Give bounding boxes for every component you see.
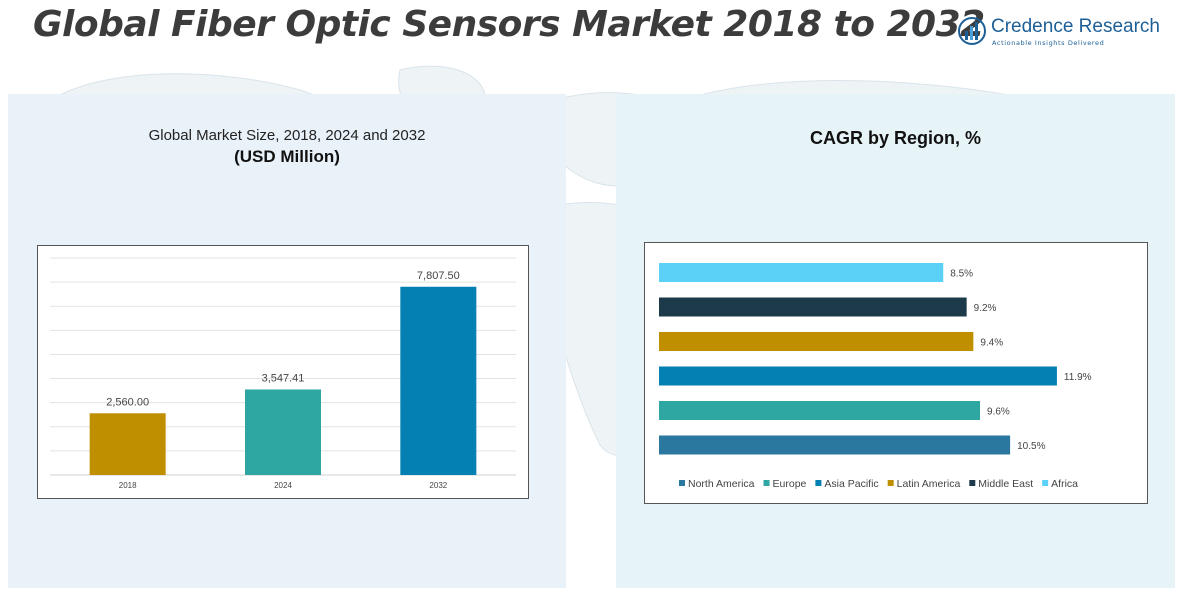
- hbar-value-label: 10.5%: [1017, 441, 1045, 452]
- x-tick-label: 2032: [429, 481, 447, 490]
- legend-item: Middle East: [978, 478, 1033, 490]
- bar-value-label: 7,807.50: [417, 270, 460, 282]
- logo-bars-icon: [958, 17, 986, 45]
- legend-swatch: [887, 480, 894, 486]
- logo-name: Credence Research: [991, 16, 1160, 37]
- legend-item: Africa: [1051, 478, 1078, 490]
- hbar-asia-pacific: [659, 366, 1057, 386]
- company-logo[interactable]: Credence Research Actionable Insights De…: [958, 14, 1160, 50]
- cagr-title: CAGR by Region, %: [809, 128, 981, 148]
- market-size-chart-frame: 2,560.00 2018 3,547.41 2024 7,807.50 2032: [37, 245, 529, 499]
- hbar-value-label: 9.6%: [987, 407, 1010, 418]
- hbar-value-label: 9.4%: [980, 338, 1003, 349]
- legend-item: North America: [688, 478, 755, 490]
- legend-swatch: [763, 480, 770, 486]
- page-title: Global Fiber Optic Sensors Market 2018 t…: [33, 4, 985, 45]
- hbar-latin-america: [659, 332, 974, 351]
- x-tick-label: 2024: [274, 481, 292, 490]
- hbar-africa: [659, 263, 944, 282]
- bar-2024: [245, 389, 321, 475]
- hbar-north-america: [659, 435, 1011, 455]
- hbar-middle-east: [659, 297, 967, 317]
- legend-swatch: [815, 480, 822, 486]
- bar-value-label: 2,560.00: [106, 396, 149, 408]
- legend-item: Europe: [773, 478, 807, 490]
- bar-value-label: 3,547.41: [262, 372, 305, 384]
- legend-item: Asia Pacific: [824, 478, 878, 490]
- logo-tagline: Actionable Insights Delivered: [992, 39, 1105, 47]
- bar-2032: [400, 286, 477, 475]
- legend-item: Latin America: [897, 478, 961, 490]
- market-size-unit: (USD Million): [234, 147, 340, 166]
- bar-2018: [89, 413, 166, 475]
- hbar-europe: [659, 401, 981, 420]
- legend-swatch: [1042, 480, 1049, 486]
- hbar-value-label: 8.5%: [950, 269, 973, 280]
- market-size-bar-chart: 2,560.00 2018 3,547.41 2024 7,807.50 2032: [50, 257, 516, 490]
- cagr-bar-chart: 8.5% 9.2% 9.4% 11.9% 9.6% 10.5% North America E…: [659, 263, 1092, 490]
- cagr-chart-frame: 8.5% 9.2% 9.4% 11.9% 9.6% 10.5% North America E…: [644, 242, 1148, 504]
- hbar-value-label: 11.9%: [1064, 372, 1092, 383]
- market-size-subtitle: Global Market Size, 2018, 2024 and 2032: [148, 127, 426, 144]
- cagr-legend: North America Europe Asia Pacific Latin Ame…: [679, 478, 1078, 490]
- hbar-value-label: 9.2%: [974, 303, 997, 314]
- legend-swatch: [679, 480, 685, 486]
- x-tick-label: 2018: [119, 481, 137, 490]
- legend-swatch: [969, 480, 976, 486]
